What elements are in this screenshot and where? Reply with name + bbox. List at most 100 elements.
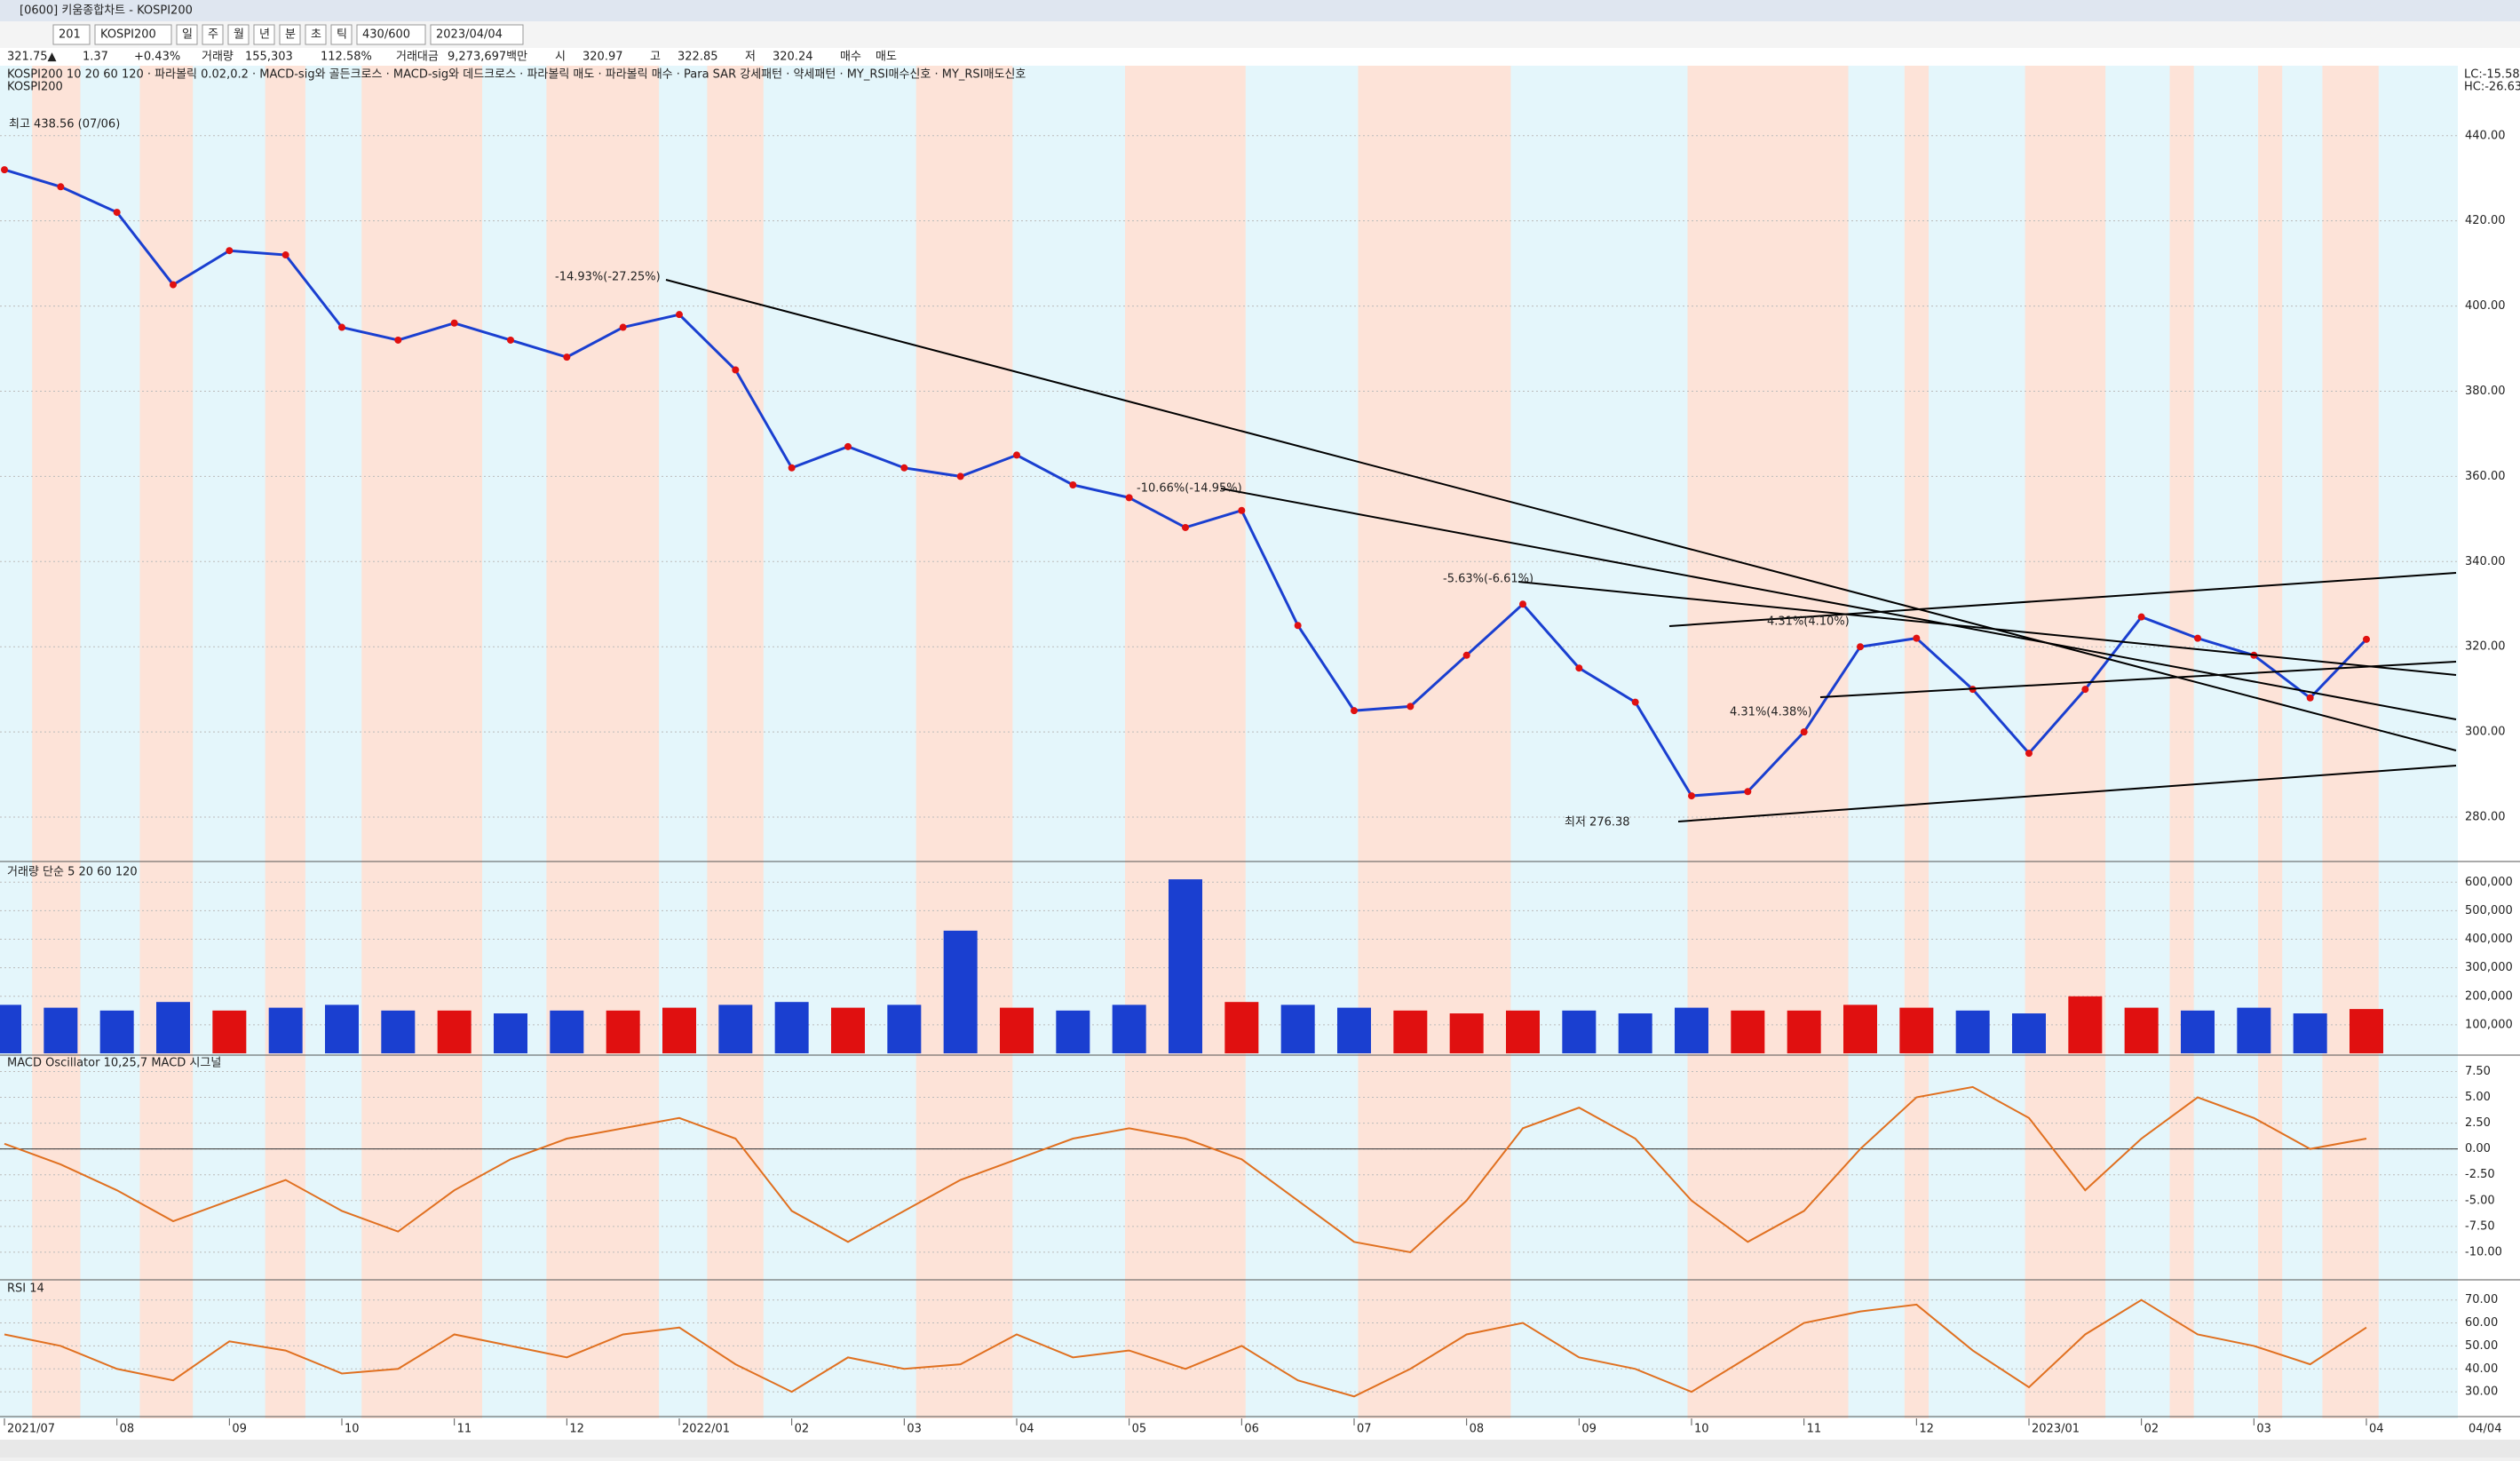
toolbar-button[interactable] bbox=[227, 24, 250, 45]
indicator-legend: KOSPI200 10 20 60 120 · 파라볼릭 0.02,0.2 · … bbox=[7, 68, 1026, 82]
info-text: 매수 bbox=[840, 51, 861, 64]
volume-bar bbox=[0, 1004, 21, 1053]
annotation: 4.31%(4.38%) bbox=[1730, 706, 1812, 719]
price-point bbox=[1407, 703, 1415, 711]
y-tick-label: -7.50 bbox=[2465, 1219, 2495, 1233]
trendline bbox=[1518, 581, 2457, 676]
toolbar-button[interactable] bbox=[202, 24, 224, 45]
period-stripe bbox=[265, 66, 305, 1418]
trendline bbox=[1677, 765, 2457, 822]
y-tick-label: 0.00 bbox=[2465, 1142, 2491, 1155]
toolbar-button[interactable] bbox=[94, 24, 172, 45]
period-stripe bbox=[2322, 66, 2379, 1418]
toolbar-label[interactable]: 분 bbox=[285, 28, 296, 42]
toolbar-label[interactable]: 2023/04/04 bbox=[436, 28, 503, 42]
price-point bbox=[394, 336, 402, 344]
x-tick-label: 02 bbox=[795, 1423, 810, 1436]
info-text: 거래량 bbox=[202, 51, 234, 64]
price-point bbox=[113, 209, 121, 217]
price-point bbox=[507, 336, 514, 344]
price-point bbox=[1575, 664, 1583, 672]
period-stripe bbox=[1358, 66, 1511, 1418]
toolbar-button[interactable] bbox=[305, 24, 327, 45]
x-tick-label: 08 bbox=[1470, 1423, 1485, 1436]
volume-bar bbox=[44, 1007, 78, 1053]
y-tick-label: 500,000 bbox=[2465, 904, 2513, 917]
price-point bbox=[1238, 506, 1246, 514]
toolbar-label[interactable]: 틱 bbox=[337, 28, 347, 42]
panel-title: MACD Oscillator 10,25,7 MACD 시그널 bbox=[7, 1057, 221, 1070]
toolbar-label[interactable]: 주 bbox=[208, 28, 218, 42]
price-point bbox=[2306, 694, 2314, 702]
window-title: [0600] 키움종합차트 - KOSPI200 bbox=[20, 4, 193, 18]
volume-bar bbox=[1675, 1007, 1708, 1053]
annotation: -14.93%(-27.25%) bbox=[555, 271, 661, 284]
price-point bbox=[1013, 451, 1020, 459]
toolbar-label[interactable]: 일 bbox=[182, 28, 193, 42]
info-text: +0.43% bbox=[134, 51, 180, 64]
volume-bar bbox=[718, 1004, 753, 1053]
period-stripe bbox=[139, 66, 194, 1418]
price-point bbox=[1182, 523, 1189, 531]
info-text: 1.37 bbox=[83, 51, 108, 64]
x-tick-label: 07 bbox=[1357, 1423, 1372, 1436]
toolbar-button[interactable] bbox=[330, 24, 353, 45]
volume-bar bbox=[268, 1007, 303, 1053]
y-tick-label: 600,000 bbox=[2465, 876, 2513, 889]
volume-bar bbox=[156, 1002, 190, 1053]
info-text: 321.75▲ bbox=[7, 51, 57, 64]
x-tick-label: 09 bbox=[232, 1423, 247, 1436]
annotation: -10.66%(-14.95%) bbox=[1137, 482, 1242, 496]
price-point bbox=[1294, 622, 1302, 630]
volume-bar bbox=[1449, 1013, 1484, 1053]
toolbar-label[interactable]: 201 bbox=[59, 28, 81, 42]
price-point bbox=[956, 472, 964, 480]
x-tick-label: 03 bbox=[2256, 1423, 2271, 1436]
y-tick-label: 60.00 bbox=[2465, 1316, 2498, 1330]
y-tick-label: 50.00 bbox=[2465, 1339, 2498, 1353]
panel-title: 거래량 단순 5 20 60 120 bbox=[7, 866, 138, 879]
info-text: 거래대금 bbox=[396, 51, 439, 64]
volume-bar bbox=[1000, 1007, 1034, 1053]
y-tick-label: 40.00 bbox=[2465, 1362, 2498, 1376]
volume-bar bbox=[381, 1010, 416, 1053]
volume-bar bbox=[1787, 1010, 1821, 1053]
annotation: 4.31%(4.10%) bbox=[1767, 615, 1850, 629]
y-tick-label: 7.50 bbox=[2465, 1065, 2491, 1078]
toolbar-button[interactable] bbox=[430, 24, 524, 45]
info-text: 320.97 bbox=[582, 51, 623, 64]
y-tick-label: 70.00 bbox=[2465, 1293, 2498, 1306]
toolbar-label[interactable]: 월 bbox=[234, 28, 244, 42]
x-tick-label: 12 bbox=[1919, 1423, 1934, 1436]
toolbar-button[interactable] bbox=[176, 24, 198, 45]
volume-bar bbox=[2237, 1007, 2271, 1053]
volume-bar bbox=[99, 1010, 134, 1053]
toolbar-button[interactable] bbox=[253, 24, 275, 45]
toolbar-label[interactable]: 초 bbox=[311, 28, 321, 42]
x-tick-label: 2022/01 bbox=[682, 1423, 730, 1436]
toolbar-button[interactable] bbox=[52, 24, 91, 45]
volume-bar bbox=[2293, 1013, 2327, 1053]
volume-bar bbox=[1899, 1007, 1934, 1053]
price-point bbox=[1125, 494, 1133, 502]
annotation: 최고 438.56 (07/06) bbox=[9, 118, 120, 131]
info-text: 저 bbox=[745, 51, 756, 64]
status-bar bbox=[0, 1440, 2520, 1457]
toolbar-label[interactable]: 430/600 bbox=[362, 28, 410, 42]
volume-bar bbox=[774, 1002, 809, 1053]
period-stripe bbox=[361, 66, 482, 1418]
price-point bbox=[1, 166, 8, 174]
toolbar-button[interactable] bbox=[356, 24, 426, 45]
x-tick-label: 09 bbox=[1581, 1423, 1597, 1436]
toolbar-button[interactable] bbox=[279, 24, 301, 45]
indicator-line bbox=[4, 1298, 2367, 1398]
indicator-line bbox=[4, 1085, 2367, 1254]
corner-label: LC:-15.58 bbox=[2464, 68, 2520, 82]
volume-bar bbox=[1843, 1004, 1877, 1053]
volume-bar bbox=[887, 1004, 922, 1053]
price-point bbox=[1519, 600, 1526, 608]
price-point bbox=[338, 323, 345, 331]
toolbar-label[interactable]: 년 bbox=[259, 28, 270, 42]
toolbar-label[interactable]: KOSPI200 bbox=[100, 28, 156, 42]
